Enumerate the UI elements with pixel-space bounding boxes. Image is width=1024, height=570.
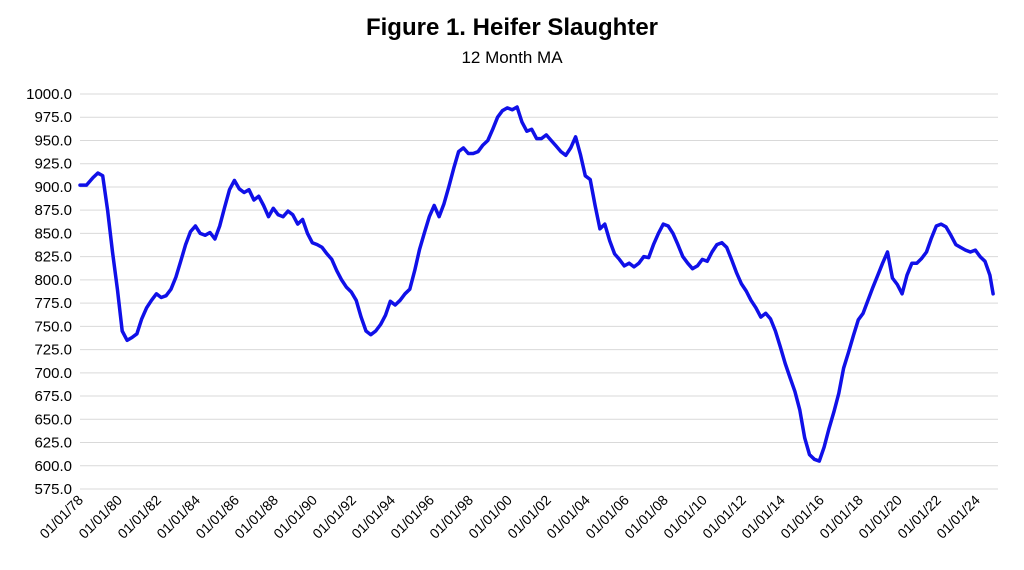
y-tick-label: 875.0 — [34, 202, 72, 219]
y-tick-label: 625.0 — [34, 435, 72, 452]
y-tick-label: 725.0 — [34, 342, 72, 359]
y-tick-label: 600.0 — [34, 458, 72, 475]
y-tick-label: 1000.0 — [26, 86, 72, 103]
y-tick-label: 925.0 — [34, 156, 72, 173]
y-tick-label: 825.0 — [34, 249, 72, 266]
x-tick-label: 01/01/24 — [933, 492, 983, 542]
y-axis-ticks: 575.0 600.0 625.0 650.0 675.0 700.0 725.0 750.0… — [26, 86, 72, 498]
y-tick-label: 650.0 — [34, 411, 72, 428]
y-tick-label: 675.0 — [34, 388, 72, 405]
y-tick-label: 800.0 — [34, 272, 72, 289]
gridlines — [80, 93, 998, 490]
y-tick-label: 900.0 — [34, 179, 72, 196]
chart-title: Figure 1. Heifer Slaughter — [365, 14, 659, 41]
series-line — [78, 105, 995, 463]
chart-subtitle: 12 Month MA — [461, 48, 563, 67]
y-tick-label: 775.0 — [34, 295, 72, 312]
y-tick-label: 950.0 — [34, 132, 72, 149]
series-layer — [78, 105, 995, 463]
y-tick-label: 700.0 — [34, 365, 72, 382]
x-axis-ticks: 01/01/7801/01/8001/01/8201/01/8401/01/86… — [36, 492, 983, 542]
y-tick-label: 850.0 — [34, 225, 72, 242]
y-tick-label: 575.0 — [34, 481, 72, 498]
y-tick-label: 750.0 — [34, 318, 72, 335]
y-tick-label: 975.0 — [34, 109, 72, 126]
